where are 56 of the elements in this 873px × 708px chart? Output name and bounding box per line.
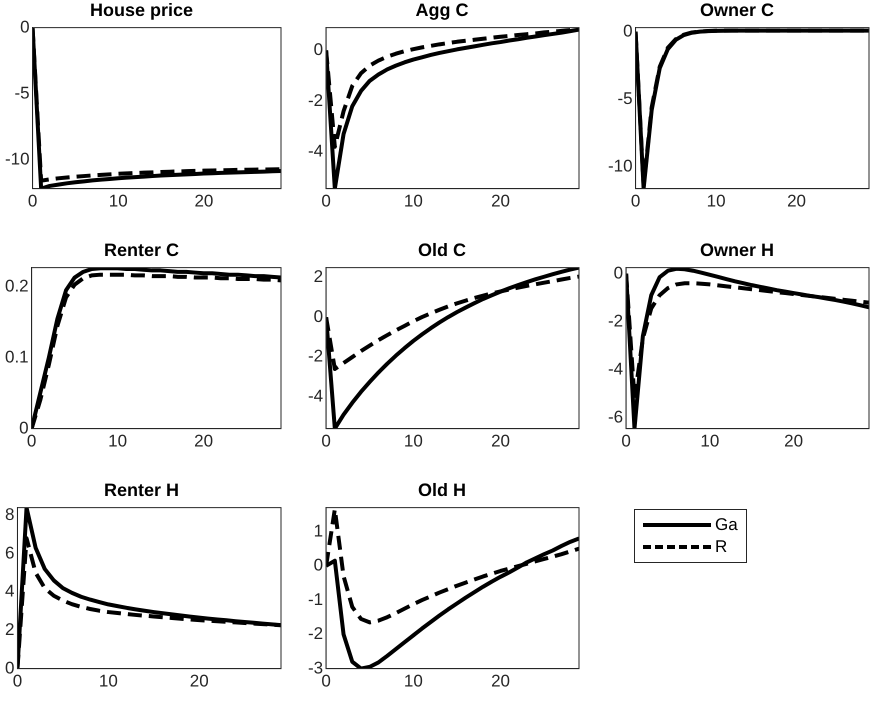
x-tick-label: 10 xyxy=(98,671,118,690)
x-tick-label: 20 xyxy=(190,671,209,690)
y-tick-label: 2 xyxy=(314,267,324,286)
x-tick-label: 20 xyxy=(491,431,510,450)
y-tick-label: 0 xyxy=(19,418,29,438)
chart-title: Owner C xyxy=(700,0,774,20)
x-tick-label: 20 xyxy=(784,431,804,450)
chart-title: House price xyxy=(90,0,194,20)
legend-label: R xyxy=(715,537,728,557)
y-tick-label: -4 xyxy=(308,386,324,406)
y-tick-label: -10 xyxy=(608,156,633,176)
y-tick-label: 0 xyxy=(314,40,324,60)
y-tick-label: 0 xyxy=(314,306,324,326)
y-tick-label: -4 xyxy=(308,142,324,161)
y-tick-label: 0.2 xyxy=(4,276,29,296)
x-tick-label: 20 xyxy=(194,431,214,450)
y-tick-label: 0 xyxy=(314,556,324,575)
y-tick-label: 0.1 xyxy=(4,347,29,366)
y-tick-label: -6 xyxy=(608,407,624,426)
y-tick-label: 0 xyxy=(614,263,624,282)
y-tick-label: -5 xyxy=(14,83,30,102)
x-tick-label: 20 xyxy=(194,191,214,210)
y-tick-label: 2 xyxy=(4,620,14,639)
x-tick-label: 10 xyxy=(404,431,423,450)
y-tick-label: 0 xyxy=(4,658,14,678)
x-tick-label: 10 xyxy=(404,191,423,210)
y-tick-label: 4 xyxy=(4,582,14,601)
y-tick-label: -4 xyxy=(608,359,624,378)
y-tick-label: -3 xyxy=(308,658,324,678)
y-tick-label: -5 xyxy=(617,88,633,108)
chart-title: Agg C xyxy=(416,0,468,20)
x-tick-label: 10 xyxy=(700,431,720,450)
x-tick-label: 10 xyxy=(706,191,726,210)
x-tick-label: 10 xyxy=(404,671,423,690)
chart-title: Owner H xyxy=(700,240,774,260)
chart-title: Renter H xyxy=(104,480,180,500)
y-tick-label: -2 xyxy=(608,311,624,330)
y-tick-label: -2 xyxy=(308,346,324,366)
y-tick-label: -1 xyxy=(308,590,324,609)
chart-title: Old C xyxy=(418,240,466,260)
y-tick-label: -2 xyxy=(308,90,324,110)
y-tick-label: -10 xyxy=(4,149,30,168)
chart-title: Old H xyxy=(418,480,466,500)
y-tick-label: 0 xyxy=(623,21,633,40)
chart-title: Renter C xyxy=(104,240,180,260)
legend-label: Ga xyxy=(715,515,738,535)
x-tick-label: 20 xyxy=(787,191,806,210)
y-tick-label: 1 xyxy=(314,521,324,540)
y-tick-label: 8 xyxy=(4,504,14,524)
x-tick-label: 10 xyxy=(108,431,128,450)
y-tick-label: -2 xyxy=(308,624,324,644)
x-tick-label: 10 xyxy=(108,191,128,210)
x-tick-label: 20 xyxy=(491,671,510,690)
y-tick-label: 0 xyxy=(20,17,30,36)
y-tick-label: 6 xyxy=(4,543,14,562)
x-tick-label: 20 xyxy=(491,191,510,210)
